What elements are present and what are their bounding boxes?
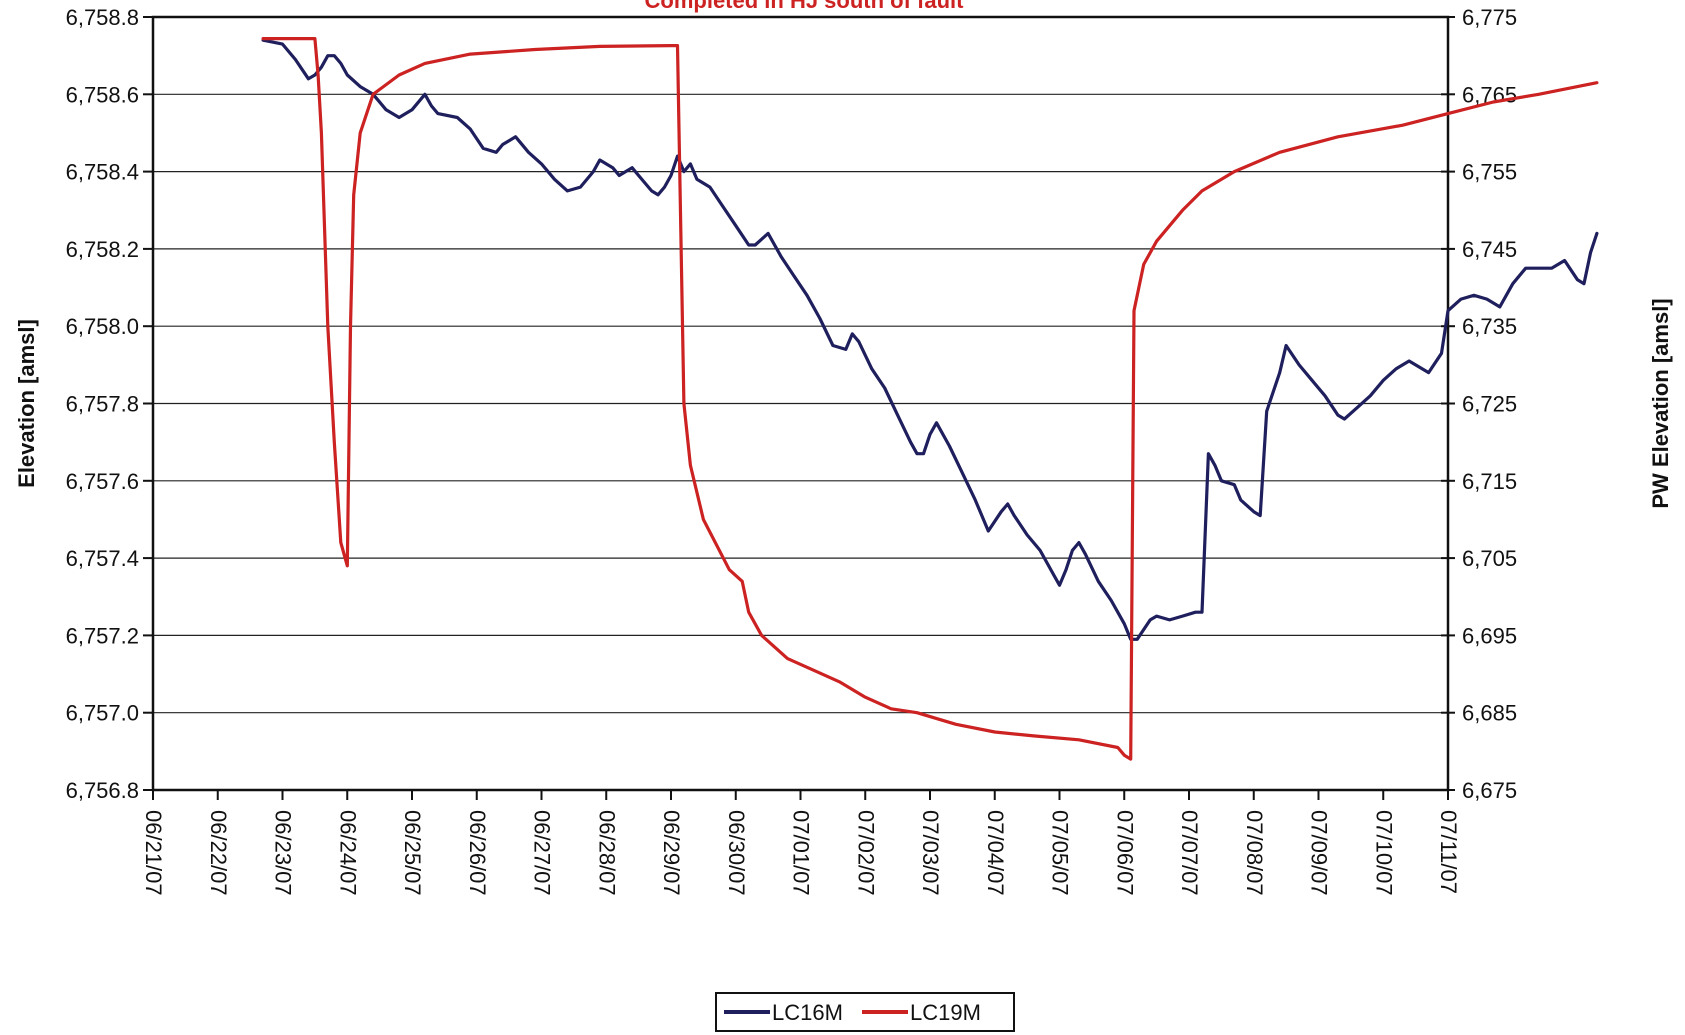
y-tick-label: 6,757.0	[66, 701, 139, 726]
grid-lines	[153, 93, 1448, 714]
y2-tick-label: 6,675	[1462, 778, 1517, 803]
x-tick-label: 07/03/07	[918, 810, 943, 896]
x-tick-label: 06/29/07	[659, 810, 684, 896]
y2-tick-label: 6,695	[1462, 623, 1517, 648]
x-tick-label: 06/24/07	[335, 810, 360, 896]
series-line-lc16m	[261, 38, 1599, 641]
x-tick-label: 07/06/07	[1112, 810, 1137, 896]
y2-tick-label: 6,775	[1462, 5, 1517, 30]
x-tick-label: 06/22/07	[206, 810, 231, 896]
x-tick-label: 07/02/07	[853, 810, 878, 896]
x-tick-label: 07/01/07	[789, 810, 814, 896]
y-tick-label: 6,757.6	[66, 469, 139, 494]
x-tick-label: 06/28/07	[594, 810, 619, 896]
x-tick-label: 06/21/07	[141, 810, 166, 896]
x-tick-label: 06/25/07	[400, 810, 425, 896]
x-tick-label: 06/23/07	[271, 810, 296, 896]
x-tick-label: 06/30/07	[724, 810, 749, 896]
legend-entry-lc16m: LC16M	[772, 1000, 843, 1025]
y2-tick-label: 6,715	[1462, 469, 1517, 494]
y-tick-label: 6,757.4	[66, 546, 139, 571]
x-tick-label: 07/09/07	[1307, 810, 1332, 896]
x-tick-label: 07/07/07	[1177, 810, 1202, 896]
y-tick-label: 6,757.2	[66, 623, 139, 648]
legend-entry-lc19m: LC19M	[910, 1000, 981, 1025]
x-tick-label: 07/10/07	[1371, 810, 1396, 896]
y2-tick-label: 6,735	[1462, 314, 1517, 339]
y2-tick-label: 6,725	[1462, 392, 1517, 417]
y2-tick-label: 6,755	[1462, 160, 1517, 185]
y2-tick-label: 6,745	[1462, 237, 1517, 262]
x-tick-label: 07/08/07	[1242, 810, 1267, 896]
y-tick-label: 6,756.8	[66, 778, 139, 803]
axis-ticks: 6,756.8 6,675 6,757.0 6,685 6,757.2 6,695 6,75…	[66, 5, 1517, 896]
chart-title: Completed in HJ south of fault	[645, 0, 965, 13]
y-tick-label: 6,758.0	[66, 314, 139, 339]
y2-tick-label: 6,705	[1462, 546, 1517, 571]
y-tick-label: 6,757.8	[66, 392, 139, 417]
y-tick-label: 6,758.4	[66, 160, 139, 185]
y-axis-title: Elevation [amsl]	[14, 319, 39, 488]
y-tick-label: 6,758.8	[66, 5, 139, 30]
y-tick-label: 6,758.6	[66, 82, 139, 107]
series-line-lc19m	[261, 37, 1599, 761]
y2-axis-title: PW Elevation [amsl]	[1648, 298, 1673, 508]
y2-tick-label: 6,685	[1462, 701, 1517, 726]
x-tick-label: 06/26/07	[465, 810, 490, 896]
x-tick-label: 07/11/07	[1436, 810, 1461, 894]
x-tick-label: 06/27/07	[530, 810, 555, 896]
legend: LC16M LC19M	[715, 992, 1015, 1032]
x-tick-label: 07/05/07	[1048, 810, 1073, 896]
x-tick-label: 07/04/07	[983, 810, 1008, 896]
y-tick-label: 6,758.2	[66, 237, 139, 262]
series-layer	[261, 37, 1599, 761]
